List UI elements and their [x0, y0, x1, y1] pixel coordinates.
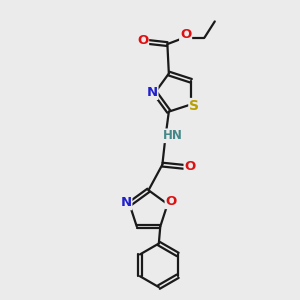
Text: O: O	[137, 34, 148, 47]
Text: N: N	[146, 86, 158, 99]
Text: O: O	[180, 28, 191, 40]
Text: O: O	[166, 195, 177, 208]
Text: S: S	[189, 99, 199, 113]
Text: O: O	[184, 160, 196, 173]
Text: N: N	[120, 196, 131, 209]
Text: HN: HN	[163, 129, 183, 142]
